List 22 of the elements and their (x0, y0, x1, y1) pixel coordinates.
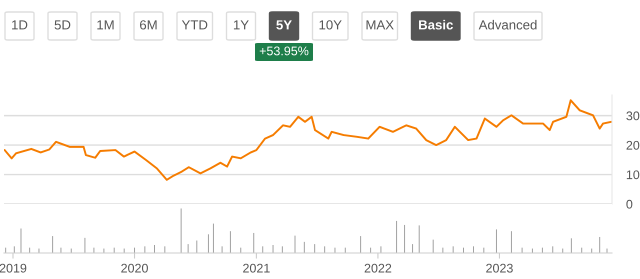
line-series (4, 99, 612, 181)
x-tick-label: 2020 (121, 264, 148, 273)
x-tick-label: 2021 (243, 264, 270, 273)
text: 1D (12, 20, 28, 30)
x-tick-label: 2023 (486, 264, 513, 273)
text: 10Y (320, 20, 342, 30)
text: 5Y (276, 20, 292, 30)
y-tick-label: 20 (626, 140, 640, 150)
y-tick-label: 0 (626, 200, 632, 209)
text: YTD (182, 20, 208, 30)
text: Basic (419, 20, 453, 30)
y-tick-label: 10 (626, 170, 640, 180)
text: 6M (140, 20, 157, 30)
text: +53.95% (260, 46, 308, 56)
x-tick-label: 2022 (364, 264, 392, 273)
text: Advanced (478, 20, 536, 30)
text: 1M (97, 20, 114, 30)
x-tick-label: 2019 (0, 264, 26, 273)
text: 1Y (234, 20, 249, 30)
text: 5D (54, 20, 70, 30)
text: MAX (366, 20, 394, 30)
y-tick-label: 30 (626, 111, 640, 120)
